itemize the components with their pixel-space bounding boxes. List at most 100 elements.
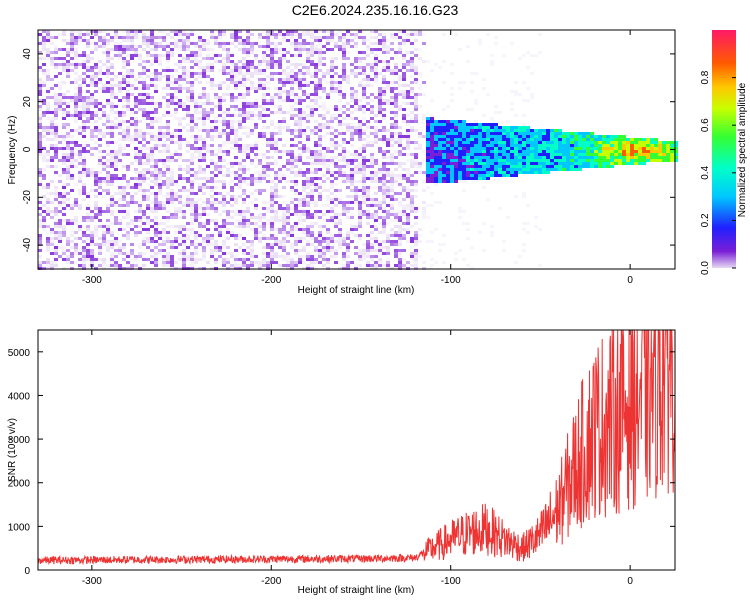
spectrogram-cell <box>342 255 346 258</box>
spectrogram-cell <box>142 99 146 102</box>
spectrogram-cell <box>174 210 178 213</box>
spectrogram-cell <box>506 171 510 174</box>
spectrogram-cell <box>438 132 442 135</box>
spectrogram-cell <box>522 123 526 126</box>
spectrogram-cell <box>398 177 402 180</box>
spectrogram-cell <box>142 42 146 45</box>
spectrogram-cell <box>94 183 98 186</box>
spectrogram-cell <box>306 216 310 219</box>
spectrogram-cell <box>410 165 414 168</box>
spectrogram-cell <box>110 108 114 111</box>
spectrogram-cell <box>262 201 266 204</box>
spectrogram-cell <box>262 78 266 81</box>
spectrogram-cell <box>154 192 158 195</box>
spectrogram-cell <box>194 51 198 54</box>
spectrogram-cell <box>470 165 474 168</box>
spectrogram-cell <box>74 231 78 234</box>
spectrogram-cell <box>142 69 146 72</box>
spectrogram-cell <box>510 129 514 132</box>
spectrogram-cell <box>394 51 398 54</box>
spectrogram-cell <box>194 237 198 240</box>
spectrogram-cell <box>190 168 194 171</box>
spectrogram-cell <box>38 213 42 216</box>
spectrogram-cell <box>302 30 306 33</box>
spectrogram-cell <box>138 120 142 123</box>
spectrogram-cell <box>198 93 202 96</box>
spectrogram-cell <box>366 186 370 189</box>
spectrogram-cell <box>390 87 394 90</box>
spectrogram-cell <box>46 96 50 99</box>
spectrogram-cell <box>430 171 434 174</box>
spectrogram-cell <box>542 156 546 159</box>
spectrogram-cell <box>102 177 106 180</box>
spectrogram-cell <box>138 255 142 258</box>
spectrogram-cell <box>78 258 82 261</box>
spectrogram-cell <box>38 51 42 54</box>
spectrogram-cell <box>38 201 42 204</box>
spectrogram-cell <box>154 69 158 72</box>
spectrogram-cell <box>166 129 170 132</box>
spectrogram-cell <box>306 72 310 75</box>
spectrogram-cell <box>98 117 102 120</box>
spectrogram-cell <box>210 204 214 207</box>
spectrogram-cell <box>418 165 422 168</box>
spectrogram-cell <box>90 255 94 258</box>
spectrogram-cell <box>166 33 170 36</box>
spectrogram-cell <box>54 108 58 111</box>
spectrogram-cell <box>154 60 158 63</box>
spectrogram-cell <box>306 60 310 63</box>
spectrogram-cell <box>298 117 302 120</box>
spectrogram-cell <box>62 231 66 234</box>
spectrogram-cell <box>390 240 394 243</box>
spectrogram-cell <box>186 237 190 240</box>
spectrogram-cell <box>290 129 294 132</box>
spectrogram-cell <box>390 117 394 120</box>
spectrogram-cell <box>290 231 294 234</box>
spectrogram-cell <box>370 201 374 204</box>
spectrogram-cell <box>342 45 346 48</box>
spectrogram-cell <box>370 162 374 165</box>
spectrogram-cell <box>326 258 330 261</box>
spectrogram-cell <box>302 84 306 87</box>
spectrogram-cell <box>98 159 102 162</box>
spectrogram-cell <box>266 60 270 63</box>
spectrogram-cell <box>418 57 422 60</box>
spectrogram-cell <box>38 243 42 246</box>
spectrogram-cell <box>314 132 318 135</box>
spectrogram-cell <box>346 246 350 249</box>
spectrogram-cell <box>202 255 206 258</box>
spectrogram-cell <box>350 201 354 204</box>
spectrogram-cell <box>226 120 230 123</box>
spectrogram-cell <box>182 60 186 63</box>
spectrogram-cell <box>202 42 206 45</box>
spectrogram-cell <box>102 108 106 111</box>
spectrogram-cell <box>402 207 406 210</box>
spectrogram-cell <box>430 114 434 117</box>
spectrogram-cell <box>294 237 298 240</box>
spectrogram-cell <box>78 147 82 150</box>
spectrogram-cell <box>370 174 374 177</box>
spectrogram-cell <box>38 90 42 93</box>
spectrogram-cell <box>238 72 242 75</box>
spectrogram-cell <box>206 132 210 135</box>
spectrogram-cell <box>70 51 74 54</box>
spectrogram-cell <box>282 117 286 120</box>
spectrogram-cell <box>138 246 142 249</box>
spectrogram-cell <box>462 129 466 132</box>
spectrogram-cell <box>306 57 310 60</box>
spectrogram-cell <box>134 186 138 189</box>
spectrogram-cell <box>258 192 262 195</box>
spectrogram-cell <box>434 141 438 144</box>
spectrogram-cell <box>486 159 490 162</box>
spectrogram-cell <box>98 144 102 147</box>
spectrogram-cell <box>362 198 366 201</box>
spectrogram-cell <box>98 108 102 111</box>
spectrogram-cell <box>38 132 42 135</box>
spectrogram-cell <box>362 210 366 213</box>
spectrogram-cell <box>354 117 358 120</box>
spectrogram-cell <box>174 39 178 42</box>
spectrogram-cell <box>490 231 494 234</box>
spectrogram-cell <box>282 177 286 180</box>
spectrogram-cell <box>478 153 482 156</box>
spectrogram-cell <box>298 219 302 222</box>
